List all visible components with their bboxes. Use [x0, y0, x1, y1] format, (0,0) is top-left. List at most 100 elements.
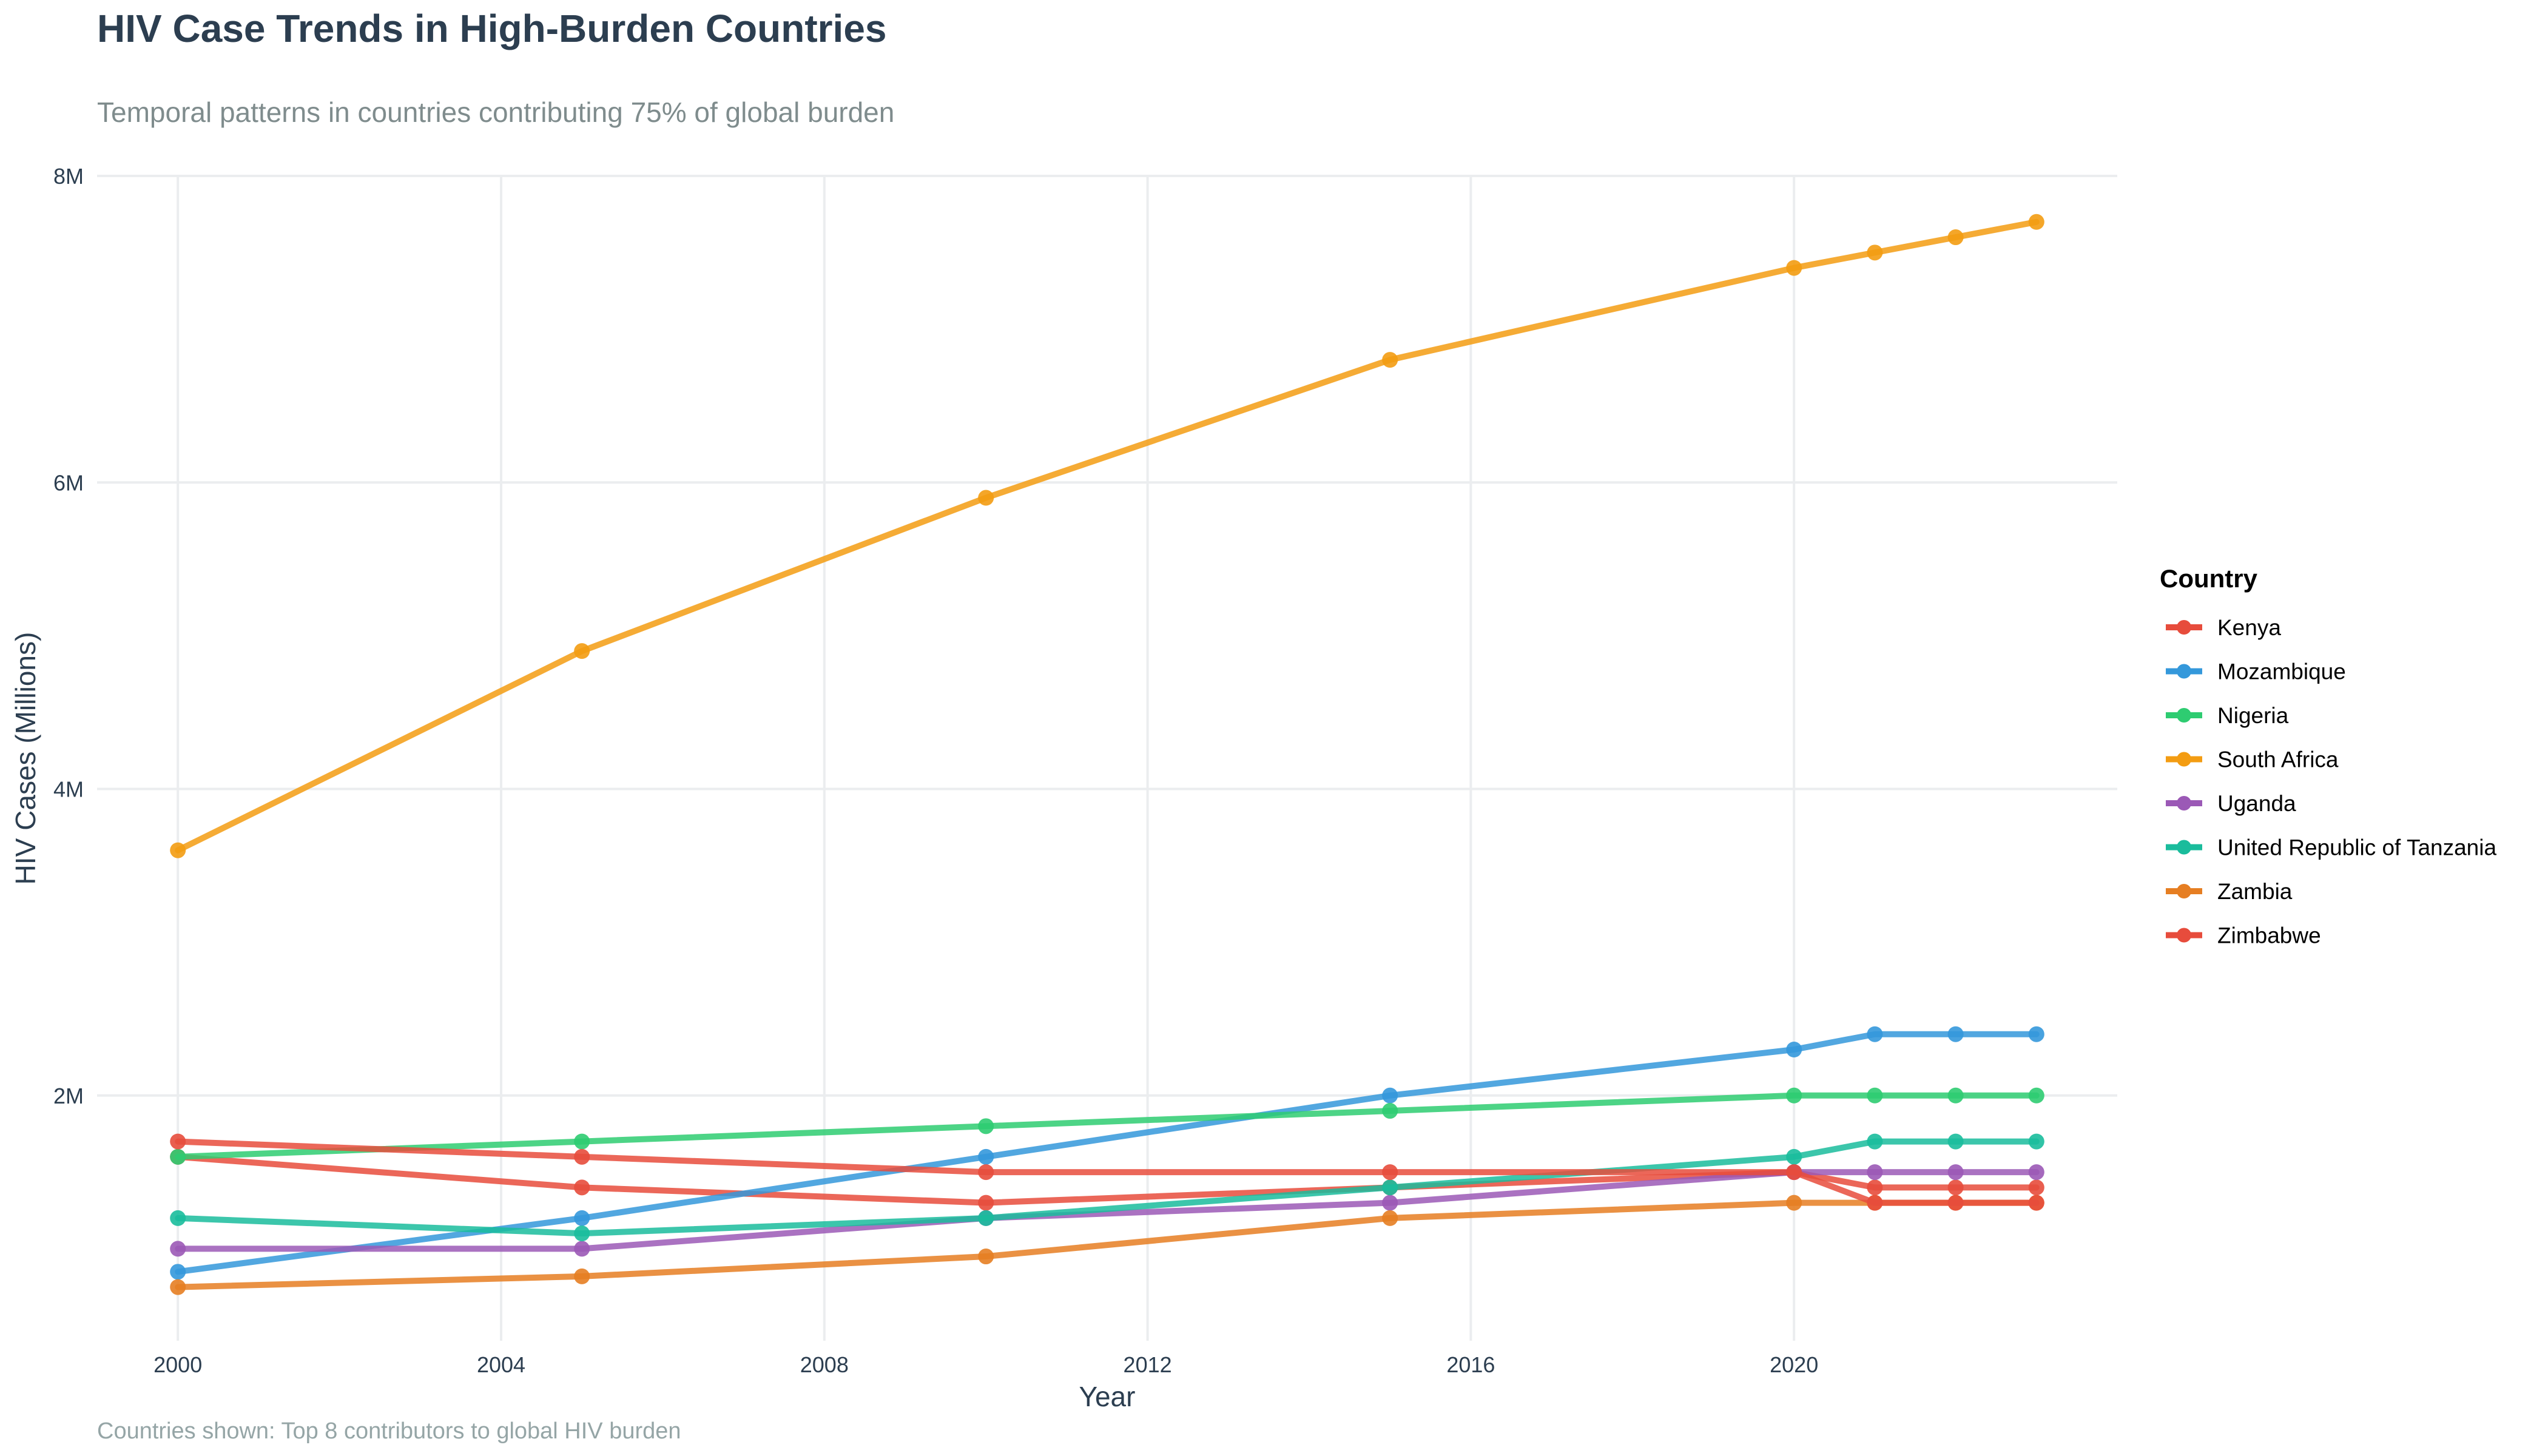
data-point[interactable]	[2028, 214, 2044, 230]
data-point[interactable]	[1786, 1148, 1802, 1165]
series-kenya[interactable]	[170, 1148, 2044, 1211]
series-line	[175, 1031, 2040, 1275]
data-point[interactable]	[2028, 1164, 2044, 1181]
x-axis-title: Year	[1079, 1381, 1136, 1412]
x-tick-label: 2008	[800, 1352, 849, 1377]
data-point[interactable]	[1867, 1133, 1883, 1150]
data-point[interactable]	[1947, 1195, 1964, 1211]
data-point[interactable]	[1786, 1164, 1802, 1181]
data-point[interactable]	[1786, 260, 1802, 276]
data-point[interactable]	[1867, 1195, 1883, 1211]
data-point[interactable]	[170, 1241, 186, 1257]
chart-subtitle: Temporal patterns in countries contribut…	[97, 96, 895, 128]
series-south-africa[interactable]	[170, 214, 2044, 858]
data-point[interactable]	[574, 1268, 590, 1284]
data-point[interactable]	[1786, 1087, 1802, 1104]
x-tick-label: 2004	[477, 1352, 525, 1377]
data-point[interactable]	[978, 1249, 994, 1265]
data-point[interactable]	[1947, 1164, 1964, 1181]
legend-item[interactable]: Zimbabwe	[2166, 923, 2321, 948]
data-point[interactable]	[2028, 1133, 2044, 1150]
data-point[interactable]	[574, 1148, 590, 1165]
data-point[interactable]	[1382, 1210, 1398, 1226]
series-lines	[170, 214, 2044, 1295]
data-point[interactable]	[1867, 1164, 1883, 1181]
data-point[interactable]	[1867, 244, 1883, 261]
data-point[interactable]	[1382, 1164, 1398, 1181]
legend-item[interactable]: Mozambique	[2166, 659, 2346, 684]
data-point[interactable]	[2028, 1195, 2044, 1211]
data-point[interactable]	[1867, 1179, 1883, 1196]
data-point[interactable]	[574, 1241, 590, 1257]
data-point[interactable]	[978, 1118, 994, 1134]
data-point[interactable]	[1382, 1179, 1398, 1196]
x-tick-label: 2016	[1446, 1352, 1495, 1377]
data-point[interactable]	[978, 1148, 994, 1165]
legend-item[interactable]: Uganda	[2166, 791, 2296, 816]
legend-item[interactable]: Zambia	[2166, 879, 2293, 904]
series-nigeria[interactable]	[170, 1087, 2044, 1165]
data-point[interactable]	[1867, 1026, 1883, 1042]
data-point[interactable]	[170, 1279, 186, 1295]
chart-caption: Countries shown: Top 8 contributors to g…	[97, 1418, 681, 1444]
data-point[interactable]	[978, 1210, 994, 1226]
data-point[interactable]	[2028, 1026, 2044, 1042]
legend[interactable]: Country Kenya Mozambique Nigeria South Afri…	[2160, 564, 2496, 948]
data-point[interactable]	[574, 1133, 590, 1150]
series-mozambique[interactable]	[170, 1026, 2044, 1280]
series-line	[175, 1138, 2040, 1206]
data-point[interactable]	[170, 1210, 186, 1226]
x-tick-label: 2000	[153, 1352, 202, 1377]
y-axis-title: HIV Cases (Millions)	[10, 632, 41, 885]
legend-swatch-point	[2177, 840, 2191, 855]
data-point[interactable]	[170, 1133, 186, 1150]
legend-label: Kenya	[2217, 615, 2281, 640]
legend-swatch-point	[2177, 664, 2191, 679]
data-point[interactable]	[1786, 1195, 1802, 1211]
data-point[interactable]	[1947, 1179, 1964, 1196]
legend-item[interactable]: Kenya	[2166, 615, 2281, 640]
y-tick-label: 2M	[53, 1084, 84, 1108]
data-point[interactable]	[574, 1210, 590, 1226]
data-point[interactable]	[2028, 1179, 2044, 1196]
legend-label: Zambia	[2217, 879, 2293, 904]
data-point[interactable]	[978, 1164, 994, 1181]
data-point[interactable]	[574, 1225, 590, 1242]
data-point[interactable]	[1947, 1087, 1964, 1104]
data-point[interactable]	[978, 1195, 994, 1211]
data-point[interactable]	[1382, 1087, 1398, 1104]
data-point[interactable]	[574, 1179, 590, 1196]
x-tick-label: 2020	[1770, 1352, 1818, 1377]
legend-swatch-point	[2177, 708, 2191, 723]
legend-item[interactable]: Nigeria	[2166, 703, 2289, 728]
data-point[interactable]	[1947, 229, 1964, 246]
data-point[interactable]	[1382, 1195, 1398, 1211]
data-point[interactable]	[574, 643, 590, 659]
data-point[interactable]	[1786, 1042, 1802, 1057]
legend-label: United Republic of Tanzania	[2217, 835, 2496, 860]
series-zimbabwe[interactable]	[170, 1133, 2044, 1211]
data-point[interactable]	[978, 490, 994, 506]
data-point[interactable]	[1382, 352, 1398, 368]
y-tick-label: 4M	[53, 777, 84, 802]
x-tick-label: 2012	[1124, 1352, 1172, 1377]
legend-label: Uganda	[2217, 791, 2296, 816]
data-point[interactable]	[2028, 1087, 2044, 1104]
data-point[interactable]	[1947, 1026, 1964, 1042]
legend-item[interactable]: United Republic of Tanzania	[2166, 835, 2496, 860]
data-point[interactable]	[1867, 1087, 1883, 1104]
series-line	[175, 1092, 2040, 1160]
data-point[interactable]	[1382, 1103, 1398, 1119]
y-axis-ticks: 2M 4M 6M 8M	[53, 164, 84, 1108]
legend-swatch-point	[2177, 928, 2191, 943]
data-point[interactable]	[170, 842, 186, 858]
grid	[97, 175, 2117, 1341]
data-point[interactable]	[1947, 1133, 1964, 1150]
legend-swatch-point	[2177, 620, 2191, 635]
data-point[interactable]	[170, 1148, 186, 1165]
legend-label: South Africa	[2217, 747, 2339, 772]
chart-title: HIV Case Trends in High-Burden Countries	[97, 7, 887, 50]
data-point[interactable]	[170, 1264, 186, 1280]
legend-item[interactable]: South Africa	[2166, 747, 2339, 772]
